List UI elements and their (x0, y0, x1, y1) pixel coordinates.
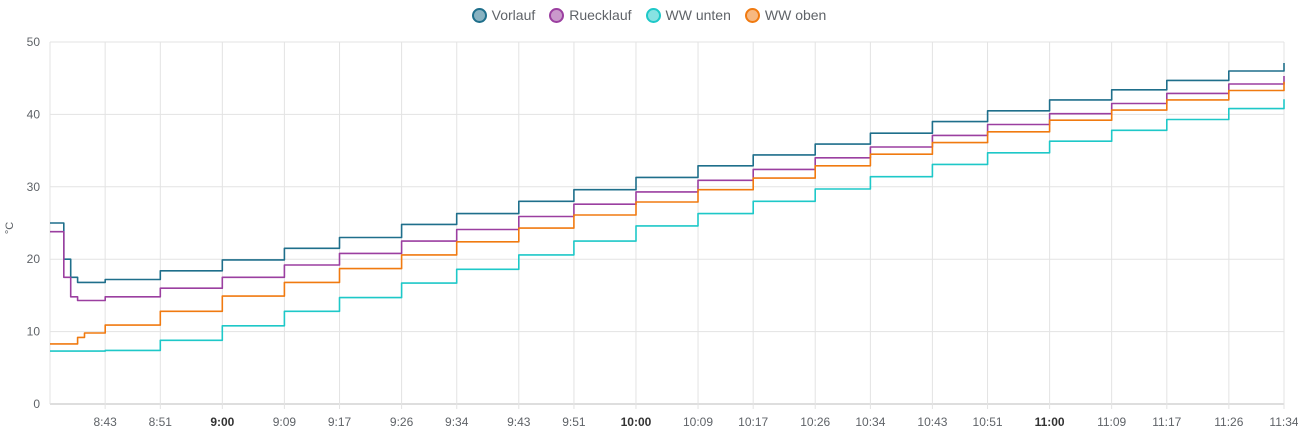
y-axis: 0 10 20 30 40 50 (27, 35, 41, 411)
x-tick-label: 11:09 (1097, 415, 1126, 429)
x-tick-label: 10:34 (855, 415, 885, 429)
x-tick-label: 10:26 (800, 415, 830, 429)
x-tick-label: 9:09 (273, 415, 297, 429)
x-tick-label: 11:00 (1035, 415, 1065, 429)
legend-item-vorlauf[interactable]: Vorlauf (471, 7, 536, 23)
legend-label: Vorlauf (491, 7, 536, 23)
x-tick-label: 8:43 (93, 415, 117, 429)
x-tick-label: 11:34 (1269, 415, 1298, 429)
legend-item-ww-oben[interactable]: WW oben (744, 7, 827, 23)
y-axis-label: °C (4, 222, 16, 234)
x-tick-label: 9:34 (445, 415, 469, 429)
x-tick-label: 11:17 (1152, 415, 1181, 429)
series-lines (50, 63, 1285, 352)
x-tick-label: 10:00 (621, 415, 652, 429)
legend-label: WW oben (764, 7, 827, 23)
y-tick-label: 0 (33, 397, 40, 411)
x-tick-label: 10:09 (683, 415, 713, 429)
chart-legend: Vorlauf Ruecklauf WW unten WW oben (0, 7, 1298, 23)
series-line-vorlauf (50, 63, 1285, 284)
y-tick-label: 30 (27, 180, 41, 194)
series-line-ww-unten (50, 99, 1285, 352)
y-tick-label: 10 (27, 325, 41, 339)
x-tick-label: 8:51 (149, 415, 173, 429)
x-tick-label: 10:43 (917, 415, 947, 429)
y-tick-label: 20 (27, 252, 41, 266)
x-tick-label: 9:26 (390, 415, 414, 429)
x-tick-label: 9:51 (562, 415, 586, 429)
x-tick-label: 11:26 (1214, 415, 1243, 429)
x-axis: 8:43 8:51 9:00 9:09 9:17 9:26 9:34 9:43 9:51 10:0… (93, 415, 1298, 429)
series-line-ww-oben (50, 81, 1285, 345)
legend-swatch (744, 7, 760, 23)
y-tick-label: 50 (27, 35, 41, 49)
y-tick-label: 40 (27, 107, 41, 121)
legend-label: WW unten (665, 7, 731, 23)
x-tick-label: 10:17 (738, 415, 768, 429)
series-line-ruecklauf (50, 76, 1285, 302)
legend-item-ww-unten[interactable]: WW unten (645, 7, 731, 23)
legend-swatch (549, 7, 565, 23)
x-tick-label: 9:43 (507, 415, 531, 429)
legend-item-ruecklauf[interactable]: Ruecklauf (549, 7, 632, 23)
x-tick-label: 9:17 (328, 415, 352, 429)
x-tick-label: 9:00 (210, 415, 234, 429)
legend-label: Ruecklauf (569, 7, 632, 23)
legend-swatch (471, 7, 487, 23)
legend-swatch (645, 7, 661, 23)
x-tick-label: 10:51 (973, 415, 1003, 429)
